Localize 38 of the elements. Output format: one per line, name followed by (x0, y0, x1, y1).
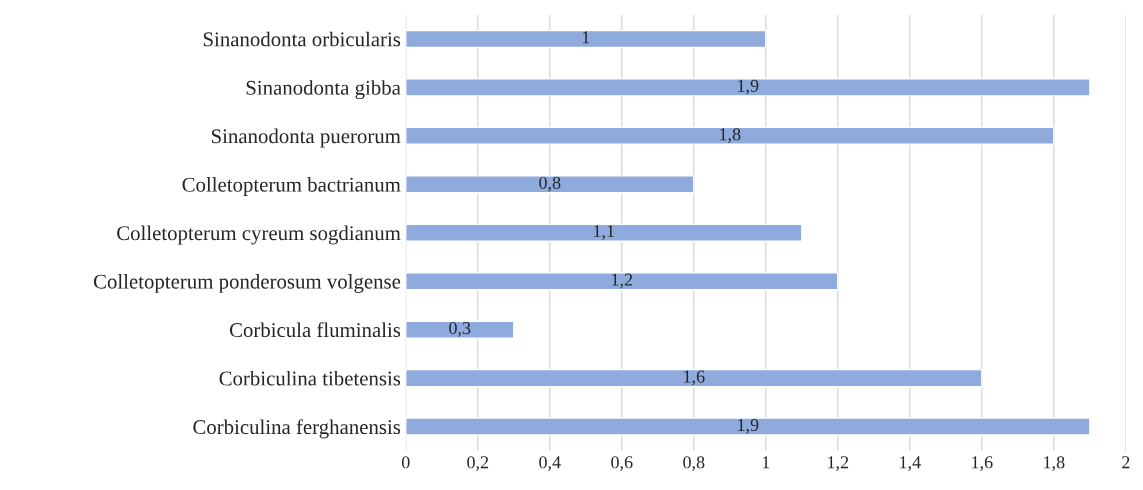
x-tick-label: 0,8 (683, 456, 705, 471)
bar (405, 368, 983, 388)
x-tick-label: 1 (762, 456, 770, 469)
data-label: 1,2 (612, 273, 633, 289)
bar (405, 417, 1091, 436)
data-label: 0,8 (539, 176, 561, 192)
data-label: 1,9 (738, 79, 759, 95)
data-label: 0,3 (449, 322, 471, 337)
bar (405, 272, 839, 291)
data-label: 1 (582, 31, 590, 44)
y-tick-label: Colletopterum ponderosum volgense (93, 273, 401, 293)
y-tick-label: Corbiculina ferghanensis (193, 419, 401, 439)
y-tick-label: Sinanodonta gibba (246, 80, 401, 100)
y-tick-label: Colletopterum cyreum sogdianum (117, 225, 401, 245)
x-tick-label: 0,6 (611, 456, 633, 471)
y-tick-label: Corbiculina tibetensis (219, 370, 401, 386)
bar (405, 223, 803, 242)
x-tick-label: 2 (1122, 456, 1130, 469)
x-tick-label: 0,2 (467, 456, 489, 471)
bar (405, 29, 767, 49)
bar (405, 175, 695, 194)
bar (405, 320, 515, 339)
data-label: 1,8 (720, 128, 741, 143)
x-tick-label: 1,4 (900, 456, 921, 471)
data-label: 1,9 (738, 418, 759, 434)
x-tick-label: 0,4 (539, 456, 561, 471)
y-tick-label: Sinanodonta puerorum (211, 128, 401, 148)
y-tick-label: Colletopterum bactrianum (182, 177, 401, 196)
x-tick-label: 0 (401, 456, 410, 469)
x-tick-label: 1,6 (972, 456, 993, 471)
x-tick-label: 1,2 (828, 456, 849, 471)
y-tick-label: Corbicula fluminalis (229, 322, 401, 338)
data-label: 1,1 (594, 225, 614, 240)
bar (405, 126, 1055, 146)
bar (405, 78, 1091, 97)
y-tick-label: Sinanodonta orbicularis (203, 31, 401, 47)
data-label: 1,6 (684, 370, 705, 386)
x-tick-label: 1,8 (1044, 456, 1065, 471)
